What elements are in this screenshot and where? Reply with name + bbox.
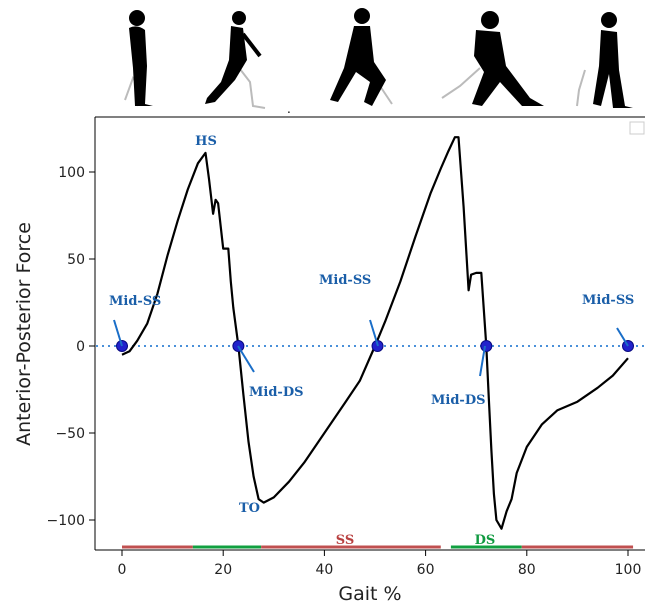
- annotation-pointer: [479, 345, 486, 377]
- y-tick-label: 100: [58, 165, 85, 181]
- annotation-label: Mid-DS: [249, 385, 303, 400]
- x-tick-label: 20: [214, 562, 232, 578]
- y-tick-label: −50: [55, 426, 85, 442]
- x-tick-label: 80: [518, 562, 536, 578]
- walking-figure-icon: [576, 12, 633, 108]
- annotation-label: Mid-SS: [319, 273, 371, 288]
- y-ticks: −100 −50 0 50 100: [47, 165, 95, 529]
- walking-figure-icon: [330, 8, 393, 106]
- annotation-label: Mid-SS: [582, 293, 634, 308]
- x-tick-label: 60: [417, 562, 435, 578]
- walking-figure-icon: [205, 11, 266, 109]
- y-axis-label: Anterior-Posterior Force: [13, 222, 35, 446]
- annotation-pointer: [113, 319, 123, 347]
- event-markers: [116, 340, 634, 352]
- svg-text:.: .: [287, 102, 291, 116]
- annotation-label: TO: [239, 501, 260, 516]
- y-tick-label: 50: [67, 252, 85, 268]
- y-tick-label: −100: [47, 513, 85, 529]
- annotation-pointer: [237, 345, 255, 373]
- x-axis-label: Gait %: [338, 583, 401, 605]
- force-series: [121, 136, 629, 530]
- x-ticks: 0 20 40 60 80 100: [118, 550, 642, 578]
- annotation-label: Mid-SS: [109, 294, 161, 309]
- annotation-label: Mid-DS: [431, 393, 485, 408]
- y-tick-label: 0: [76, 339, 85, 355]
- annotation-label: SS: [336, 533, 355, 548]
- x-tick-label: 0: [118, 562, 127, 578]
- series-line: [121, 136, 629, 530]
- x-tick-label: 40: [315, 562, 333, 578]
- annotation-pointer: [616, 327, 629, 347]
- walking-figure-icon: [441, 11, 544, 106]
- walking-figures-strip: .: [124, 8, 633, 116]
- annotation-label: DS: [475, 533, 496, 548]
- annotation-pointer: [369, 319, 379, 347]
- legend-box: [629, 121, 645, 135]
- annotations: HS Mid-SS Mid-DS TO Mid-SS Mid-DS Mid-SS SS DS: [109, 134, 634, 548]
- event-marker: [480, 340, 493, 352]
- annotation-label: HS: [195, 134, 217, 149]
- x-tick-label: 100: [615, 562, 642, 578]
- axes: [94, 116, 645, 551]
- walking-figure-icon: [124, 10, 153, 107]
